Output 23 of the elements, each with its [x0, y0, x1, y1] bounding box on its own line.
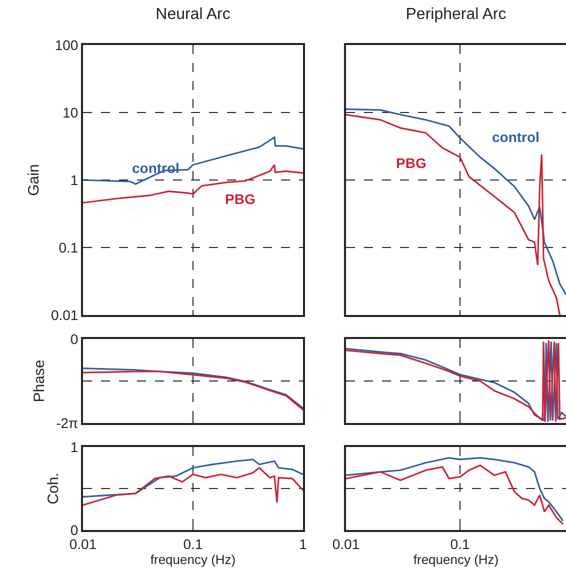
x-tick-label: 0.1 [183, 536, 203, 552]
chart-title: Peripheral Arc [406, 6, 506, 24]
series-label: control [492, 129, 540, 145]
y-tick-label: 0 [70, 522, 78, 538]
y-tick-label: 0.01 [50, 306, 78, 323]
y-axis-title: Gain [26, 164, 43, 196]
series-label: PBG [396, 155, 426, 171]
y-tick-label: -2π [56, 414, 79, 431]
series-label: PBG [225, 191, 256, 207]
x-tick-label: 1 [299, 536, 308, 552]
y-tick-label: 0 [70, 330, 78, 347]
chart-title: Neural Arc [156, 6, 230, 24]
y-tick-label: 100 [54, 36, 78, 53]
y-tick-label: 0.1 [58, 239, 78, 256]
x-axis-title: frequency (Hz) [150, 552, 236, 567]
x-tick-label: 0.01 [332, 536, 360, 552]
y-tick-label: 1 [70, 438, 78, 455]
y-axis-title: Phase [30, 360, 48, 402]
y-tick-label: 10 [62, 104, 78, 120]
y-tick-label: 1 [70, 172, 78, 188]
y-axis-title: Coh. [45, 472, 62, 504]
x-axis-title: frequency (Hz) [413, 552, 499, 567]
x-tick-label: 0.1 [450, 536, 470, 552]
